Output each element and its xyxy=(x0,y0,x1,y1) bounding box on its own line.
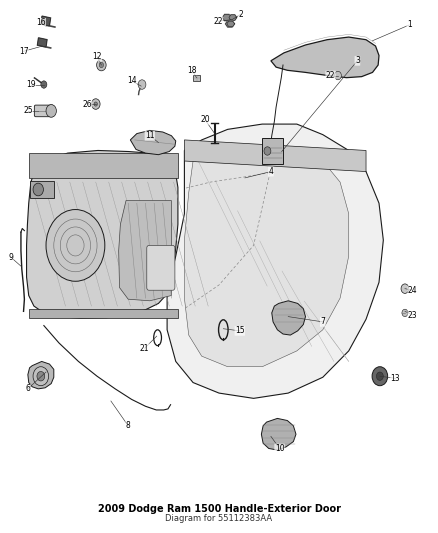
Circle shape xyxy=(94,102,98,106)
Text: 14: 14 xyxy=(127,76,137,85)
Polygon shape xyxy=(37,38,47,47)
Text: 15: 15 xyxy=(235,326,244,335)
Text: 22: 22 xyxy=(326,71,336,80)
Text: 8: 8 xyxy=(126,421,131,430)
Circle shape xyxy=(41,81,47,88)
Text: 6: 6 xyxy=(25,384,30,393)
Polygon shape xyxy=(184,140,366,172)
Text: 20: 20 xyxy=(200,115,210,124)
Circle shape xyxy=(33,183,43,196)
FancyBboxPatch shape xyxy=(30,181,54,198)
FancyBboxPatch shape xyxy=(193,75,200,81)
Circle shape xyxy=(264,147,271,155)
Polygon shape xyxy=(226,21,234,27)
Circle shape xyxy=(97,59,106,71)
Circle shape xyxy=(138,80,146,90)
Circle shape xyxy=(372,367,388,386)
Polygon shape xyxy=(229,15,237,20)
Text: 24: 24 xyxy=(408,286,417,295)
Text: 23: 23 xyxy=(408,311,417,319)
Circle shape xyxy=(46,104,57,117)
Polygon shape xyxy=(27,150,178,318)
Circle shape xyxy=(376,372,383,381)
Circle shape xyxy=(401,284,409,293)
Text: 1: 1 xyxy=(407,20,412,29)
Polygon shape xyxy=(261,418,296,450)
Polygon shape xyxy=(131,131,176,155)
Text: 22: 22 xyxy=(213,17,223,26)
FancyBboxPatch shape xyxy=(262,139,283,164)
Text: 17: 17 xyxy=(19,47,28,56)
Text: 11: 11 xyxy=(145,131,155,140)
Polygon shape xyxy=(119,200,171,301)
Circle shape xyxy=(37,372,45,381)
Text: 25: 25 xyxy=(23,107,33,116)
Text: 10: 10 xyxy=(275,444,284,453)
Text: 12: 12 xyxy=(92,52,102,61)
Text: 4: 4 xyxy=(268,167,273,176)
Text: 9: 9 xyxy=(8,253,13,262)
Circle shape xyxy=(335,71,341,80)
Polygon shape xyxy=(184,145,349,367)
Text: 16: 16 xyxy=(36,18,46,27)
Text: 21: 21 xyxy=(140,344,149,353)
Circle shape xyxy=(46,209,105,281)
FancyBboxPatch shape xyxy=(34,105,53,117)
Polygon shape xyxy=(41,16,50,26)
Text: 7: 7 xyxy=(320,317,325,326)
Polygon shape xyxy=(29,153,178,178)
Text: 18: 18 xyxy=(187,66,197,75)
Polygon shape xyxy=(167,124,383,398)
Text: 2: 2 xyxy=(238,10,243,19)
Text: Diagram for 55112383AA: Diagram for 55112383AA xyxy=(166,514,272,523)
FancyBboxPatch shape xyxy=(147,245,175,290)
Circle shape xyxy=(33,367,49,386)
Text: 19: 19 xyxy=(26,80,36,89)
Polygon shape xyxy=(29,309,178,318)
Circle shape xyxy=(92,99,100,109)
Circle shape xyxy=(402,309,408,317)
Text: 3: 3 xyxy=(355,56,360,66)
Text: 26: 26 xyxy=(82,100,92,109)
Polygon shape xyxy=(227,21,235,27)
Circle shape xyxy=(99,62,103,68)
Polygon shape xyxy=(28,361,54,389)
Text: 2009 Dodge Ram 1500 Handle-Exterior Door: 2009 Dodge Ram 1500 Handle-Exterior Door xyxy=(98,504,340,514)
Text: 13: 13 xyxy=(391,374,400,383)
Polygon shape xyxy=(271,37,379,78)
Polygon shape xyxy=(272,301,305,335)
Polygon shape xyxy=(223,14,231,21)
